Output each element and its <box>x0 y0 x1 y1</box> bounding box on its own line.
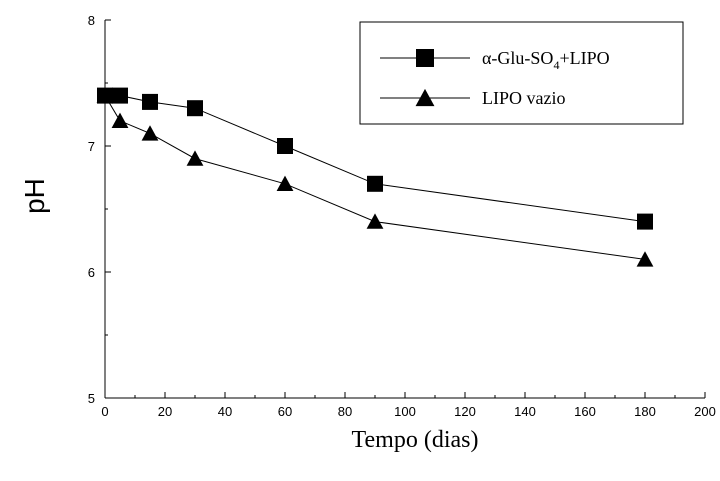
x-axis-label: Tempo (dias) <box>352 427 479 453</box>
legend-label: α-Glu-SO4+LIPO <box>482 48 610 72</box>
data-point-triangle <box>96 87 114 103</box>
data-point-triangle <box>186 150 204 166</box>
y-tick-label: 6 <box>88 265 95 280</box>
data-point-square <box>637 213 653 230</box>
x-tick-label: 180 <box>634 404 656 419</box>
legend-box <box>359 21 684 125</box>
series-triangle <box>96 87 654 267</box>
series-square <box>97 87 653 230</box>
x-tick-label: 40 <box>218 404 232 419</box>
x-tick-label: 120 <box>454 404 476 419</box>
x-tick-label: 140 <box>514 404 536 419</box>
y-axis-ticks: 5 6 7 8 <box>88 13 111 406</box>
y-tick-label: 8 <box>88 13 95 28</box>
legend-label-suffix: +LIPO <box>559 48 609 68</box>
x-tick-label: 80 <box>338 404 352 419</box>
data-point-square <box>112 87 128 104</box>
legend-label: LIPO vazio <box>482 88 565 108</box>
x-axis-ticks: 0 20 40 60 80 100 120 140 160 180 200 <box>101 392 716 419</box>
data-point-square <box>142 93 158 110</box>
data-point-triangle <box>636 251 654 267</box>
legend-marker-square <box>416 49 434 67</box>
x-tick-label: 60 <box>278 404 292 419</box>
legend-label-prefix: α-Glu-SO <box>482 48 553 68</box>
legend-marker-triangle <box>415 88 435 107</box>
data-point-triangle <box>111 112 129 128</box>
x-tick-label: 200 <box>694 404 716 419</box>
data-point-square <box>367 175 383 192</box>
legend-label-subscript: 4 <box>553 58 559 72</box>
data-point-triangle <box>141 125 159 141</box>
data-point-square <box>187 100 203 117</box>
data-point-triangle <box>366 213 384 229</box>
legend: α-Glu-SO4+LIPO LIPO vazio <box>359 21 684 125</box>
x-tick-label: 0 <box>101 404 108 419</box>
series-layer <box>96 87 654 267</box>
x-tick-label: 160 <box>574 404 596 419</box>
y-tick-label: 7 <box>88 139 95 154</box>
x-tick-label: 20 <box>158 404 172 419</box>
data-point-square <box>277 138 293 154</box>
data-point-triangle <box>276 175 294 191</box>
y-axis-label: pH <box>19 178 50 214</box>
x-tick-label: 100 <box>394 404 416 419</box>
y-tick-label: 5 <box>88 391 95 406</box>
